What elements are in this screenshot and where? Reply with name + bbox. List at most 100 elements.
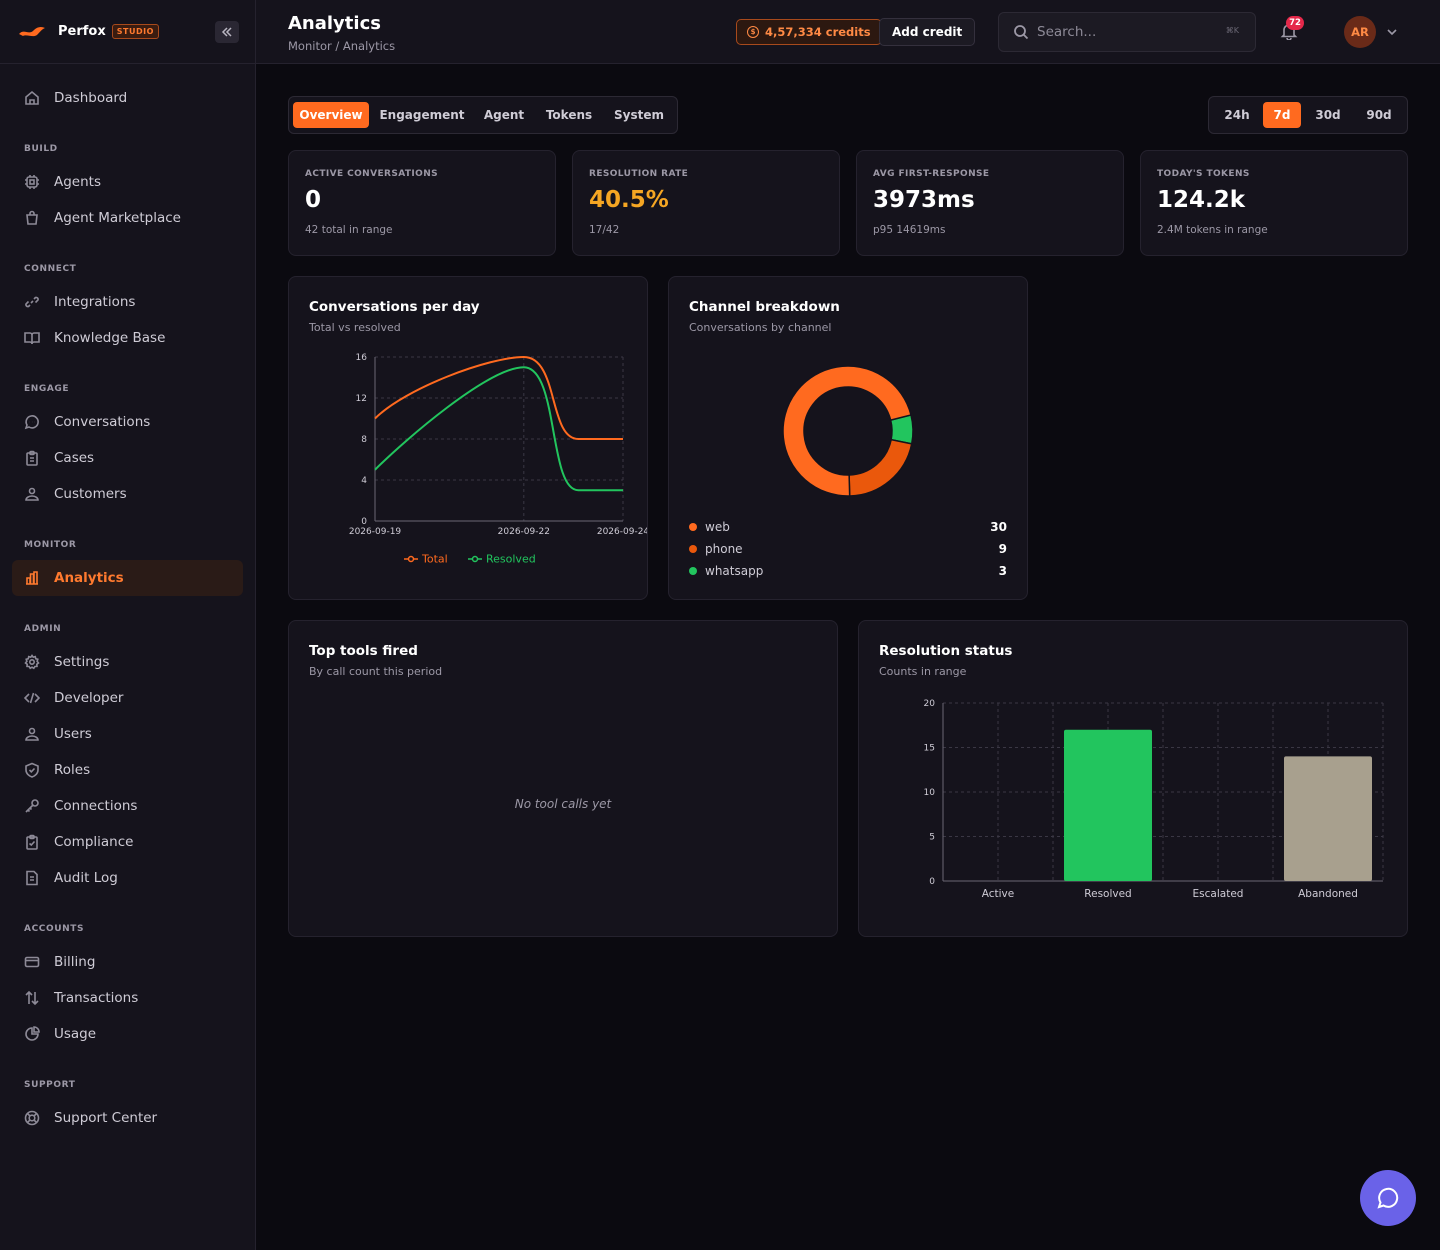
kpi-avg-first-response: AVG FIRST-RESPONSE 3973ms p95 14619ms — [856, 150, 1124, 256]
sidebar-item-usage[interactable]: Usage — [12, 1016, 243, 1052]
sidebar-item-label: Settings — [54, 654, 110, 670]
kpi-value: 3973ms — [873, 187, 975, 213]
card-subtitle: Total vs resolved — [309, 321, 401, 334]
brand-tag: STUDIO — [111, 24, 159, 39]
tab-tokens[interactable]: Tokens — [545, 108, 593, 122]
breadcrumb: Monitor / Analytics — [288, 39, 396, 53]
chevron-down-icon[interactable] — [1386, 26, 1398, 38]
range-7d[interactable]: 7d — [1263, 102, 1301, 128]
tab-agent[interactable]: Agent — [483, 108, 525, 122]
cpu-icon — [25, 175, 39, 189]
tab-system[interactable]: System — [614, 108, 664, 122]
legend-label: Total — [421, 553, 448, 566]
x-tick-label: Active — [982, 888, 1014, 900]
top-header: Analytics Monitor / Analytics $ 4,57,334… — [256, 0, 1440, 64]
pie-slice-web — [782, 365, 912, 497]
sidebar-item-conversations[interactable]: Conversations — [12, 404, 243, 440]
brand[interactable]: Perfox STUDIO — [0, 0, 255, 64]
sidebar-item-audit-log[interactable]: Audit Log — [12, 860, 243, 896]
kpi-value: 40.5% — [589, 187, 669, 213]
legend-marker — [471, 555, 479, 563]
sidebar-item-customers[interactable]: Customers — [12, 476, 243, 512]
notification-count-badge: 72 — [1286, 16, 1304, 30]
channel-name: phone — [705, 542, 743, 556]
card-title: Resolution status — [879, 643, 1013, 659]
sidebar-item-label: Compliance — [54, 834, 134, 850]
sidebar-item-analytics[interactable]: Analytics — [12, 560, 243, 596]
card-title: Top tools fired — [309, 643, 418, 659]
range-90d[interactable]: 90d — [1366, 108, 1392, 122]
card-title: Channel breakdown — [689, 299, 840, 315]
series-line-resolved — [374, 366, 623, 492]
sidebar-item-connections[interactable]: Connections — [12, 788, 243, 824]
sidebar-item-compliance[interactable]: Compliance — [12, 824, 243, 860]
collapse-sidebar-button[interactable] — [215, 21, 239, 43]
chevrons-left-icon — [221, 27, 232, 37]
legend-dot — [689, 545, 697, 553]
credits-badge[interactable]: $ 4,57,334 credits — [736, 19, 882, 45]
sidebar-item-integrations[interactable]: Integrations — [12, 284, 243, 320]
section-label-engage: ENGAGE — [24, 384, 70, 394]
search-input[interactable]: Search... ⌘K — [998, 12, 1256, 52]
sidebar-item-label: Conversations — [54, 414, 151, 430]
sidebar-item-users[interactable]: Users — [12, 716, 243, 752]
gear-icon — [24, 654, 40, 670]
kpi-label: AVG FIRST-RESPONSE — [873, 169, 990, 179]
life-buoy-icon — [24, 1110, 40, 1126]
x-tick-label: Resolved — [1084, 888, 1131, 900]
x-tick-label: 2026-09-19 — [349, 527, 402, 537]
sidebar-item-agents[interactable]: Agents — [12, 164, 243, 200]
sidebar-item-label: Knowledge Base — [54, 330, 166, 346]
coin-icon: $ — [747, 26, 759, 38]
users-icon — [25, 487, 39, 501]
sidebar-item-dashboard[interactable]: Dashboard — [12, 80, 243, 116]
kpi-sub: 17/42 — [589, 224, 620, 236]
x-tick-label: 2026-09-22 — [498, 527, 550, 537]
tab-overview[interactable]: Overview — [293, 102, 369, 128]
sidebar-item-knowledge-base[interactable]: Knowledge Base — [12, 320, 243, 356]
avatar[interactable]: AR — [1344, 16, 1376, 48]
section-label-support: SUPPORT — [24, 1080, 76, 1090]
bar-resolved — [1064, 729, 1152, 881]
sidebar-item-cases[interactable]: Cases — [12, 440, 243, 476]
section-label-build: BUILD — [24, 144, 58, 154]
y-tick-label: 12 — [356, 394, 367, 404]
sidebar-item-billing[interactable]: Billing — [12, 944, 243, 980]
range-30d[interactable]: 30d — [1315, 108, 1341, 122]
add-credit-button[interactable]: Add credit — [879, 18, 976, 46]
brand-name: Perfox — [58, 24, 106, 39]
shopping-bag-icon — [26, 210, 38, 225]
search-icon — [1014, 25, 1029, 40]
home-icon — [25, 90, 39, 105]
y-tick-label: 15 — [924, 744, 935, 754]
kpi-label: TODAY'S TOKENS — [1157, 169, 1250, 179]
perfox-logo-icon — [19, 26, 45, 36]
conversations-line-chart: 0 4 8 12 16 2026-09-19 2026-09-22 2026-09-24 Tot… — [349, 353, 647, 566]
range-24h[interactable]: 24h — [1224, 108, 1250, 122]
sidebar-item-support-center[interactable]: Support Center — [12, 1100, 243, 1136]
y-tick-label: 10 — [924, 788, 936, 798]
sidebar-item-marketplace[interactable]: Agent Marketplace — [12, 200, 243, 236]
kpi-value: 124.2k — [1157, 187, 1246, 213]
y-tick-label: 20 — [924, 699, 936, 709]
empty-state-message: No tool calls yet — [514, 797, 612, 811]
sidebar-item-label: Dashboard — [54, 90, 128, 106]
credits-value: 4,57,334 credits — [765, 25, 871, 39]
link-icon — [25, 296, 39, 308]
kpi-active-conversations: ACTIVE CONVERSATIONS 0 42 total in range — [288, 150, 556, 256]
legend-dot — [689, 523, 697, 531]
resolution-bar-chart: 0 5 10 15 20 Active Resolved Escalated Abandoned — [924, 699, 1384, 900]
sidebar-item-label: Customers — [54, 486, 127, 502]
sidebar-item-developer[interactable]: Developer — [12, 680, 243, 716]
sidebar-item-settings[interactable]: Settings — [12, 644, 243, 680]
sidebar-item-transactions[interactable]: Transactions — [12, 980, 243, 1016]
sidebar-item-label: Support Center — [54, 1110, 158, 1126]
sidebar-item-roles[interactable]: Roles — [12, 752, 243, 788]
chat-support-button[interactable] — [1360, 1170, 1416, 1226]
card-subtitle: By call count this period — [309, 665, 443, 678]
time-range-selector: 24h 7d 30d 90d — [1208, 96, 1408, 134]
series-line-total — [374, 355, 623, 440]
tab-engagement[interactable]: Engagement — [379, 108, 465, 122]
sidebar-item-label: Usage — [54, 1026, 97, 1042]
y-tick-label: 0 — [929, 877, 935, 887]
